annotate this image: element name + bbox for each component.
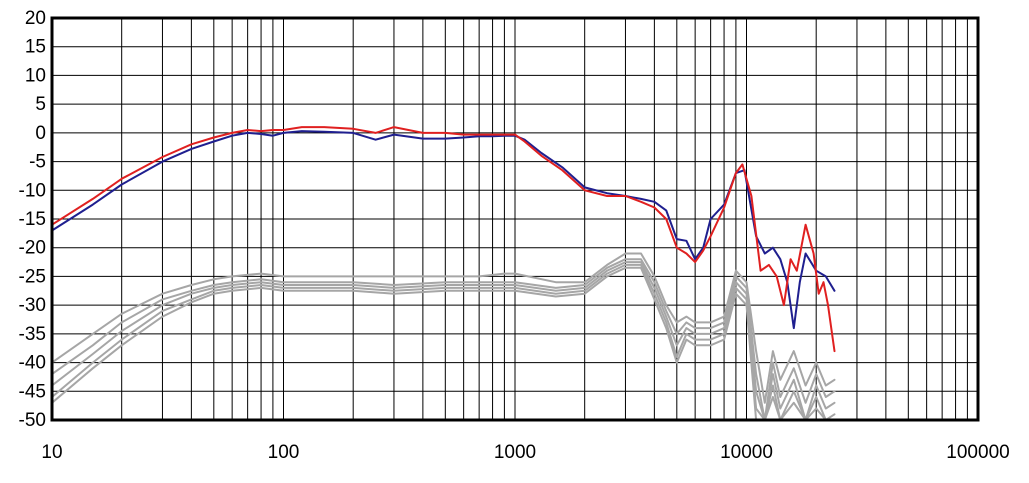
- x-tick-label: 100: [268, 442, 300, 463]
- y-tick-label: -45: [19, 381, 46, 402]
- series-line-3: [51, 252, 836, 404]
- y-tick-label: -15: [19, 209, 46, 230]
- y-tick-label: 0: [35, 123, 46, 144]
- series-line-6: [51, 263, 836, 421]
- x-tick-label: 100000: [946, 442, 1009, 463]
- series-line-4: [51, 258, 836, 421]
- y-tick-label: -40: [19, 353, 46, 374]
- series-line-1: [51, 130, 836, 330]
- x-tick-label: 10000: [720, 442, 773, 463]
- y-tick-label: 5: [35, 94, 46, 115]
- x-tick-label: 10: [41, 442, 62, 463]
- y-tick-label: -10: [19, 180, 46, 201]
- y-tick-label: 20: [25, 8, 46, 29]
- y-tick-label: -25: [19, 266, 46, 287]
- y-tick-labels: 20 15 10 5 0 -5 -10 -15 -20 -25 -30 -35 -40 -45 -50: [19, 8, 46, 431]
- series-line-5: [51, 261, 836, 421]
- series-line-7: [51, 266, 836, 421]
- y-tick-label: 15: [25, 37, 46, 58]
- x-tick-label: 1000: [494, 442, 536, 463]
- y-tick-label: 10: [25, 65, 46, 86]
- y-tick-label: -20: [19, 238, 46, 259]
- y-tick-label: -35: [19, 324, 46, 345]
- plot-frame: [50, 16, 980, 422]
- y-tick-label: -5: [29, 152, 46, 173]
- y-tick-label: -50: [19, 410, 46, 431]
- x-tick-labels: 10 100 1000 10000 100000: [41, 442, 1009, 463]
- grid-lines: [51, 17, 978, 421]
- y-tick-label: -30: [19, 295, 46, 316]
- series-line-2: [51, 126, 836, 353]
- series-lines: [51, 126, 836, 421]
